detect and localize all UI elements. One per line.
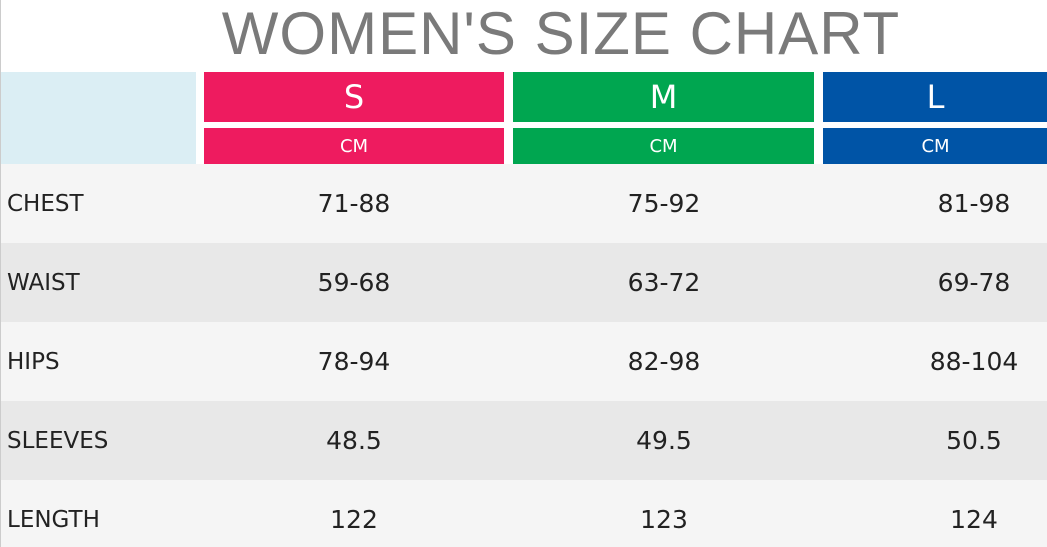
cell-value: 59-68: [317, 268, 391, 297]
cell-value: 122: [330, 505, 378, 534]
cell-value: 123: [640, 505, 688, 534]
unit-header: CM: [204, 128, 504, 164]
cell-value: 69-78: [937, 268, 1011, 297]
cell-value: 63-72: [627, 268, 701, 297]
size-header: L: [823, 72, 1047, 122]
cell-value: 81-98: [937, 189, 1011, 218]
cell-value: 78-94: [317, 347, 391, 376]
row-label: LENGTH: [7, 506, 100, 533]
size-header: S: [204, 72, 504, 122]
size-header: M: [513, 72, 814, 122]
cell-value: 49.5: [636, 426, 692, 455]
cell-value: 82-98: [627, 347, 701, 376]
cell-value: 71-88: [317, 189, 391, 218]
row-background: [1, 401, 1047, 480]
header-corner: [1, 72, 196, 164]
cell-value: 50.5: [946, 426, 1002, 455]
row-background: [1, 243, 1047, 322]
row-label: CHEST: [7, 190, 84, 217]
row-background: [1, 480, 1047, 547]
unit-header: CM: [513, 128, 814, 164]
row-background: [1, 322, 1047, 401]
cell-value: 124: [950, 505, 998, 534]
row-label: HIPS: [7, 348, 60, 375]
unit-header: CM: [823, 128, 1047, 164]
cell-value: 75-92: [627, 189, 701, 218]
title: WOMEN'S SIZE CHART: [221, 0, 901, 67]
cell-value: 48.5: [326, 426, 382, 455]
row-label: SLEEVES: [7, 427, 109, 454]
row-background: [1, 164, 1047, 243]
row-label: WAIST: [7, 269, 80, 296]
cell-value: 88-104: [929, 347, 1019, 376]
